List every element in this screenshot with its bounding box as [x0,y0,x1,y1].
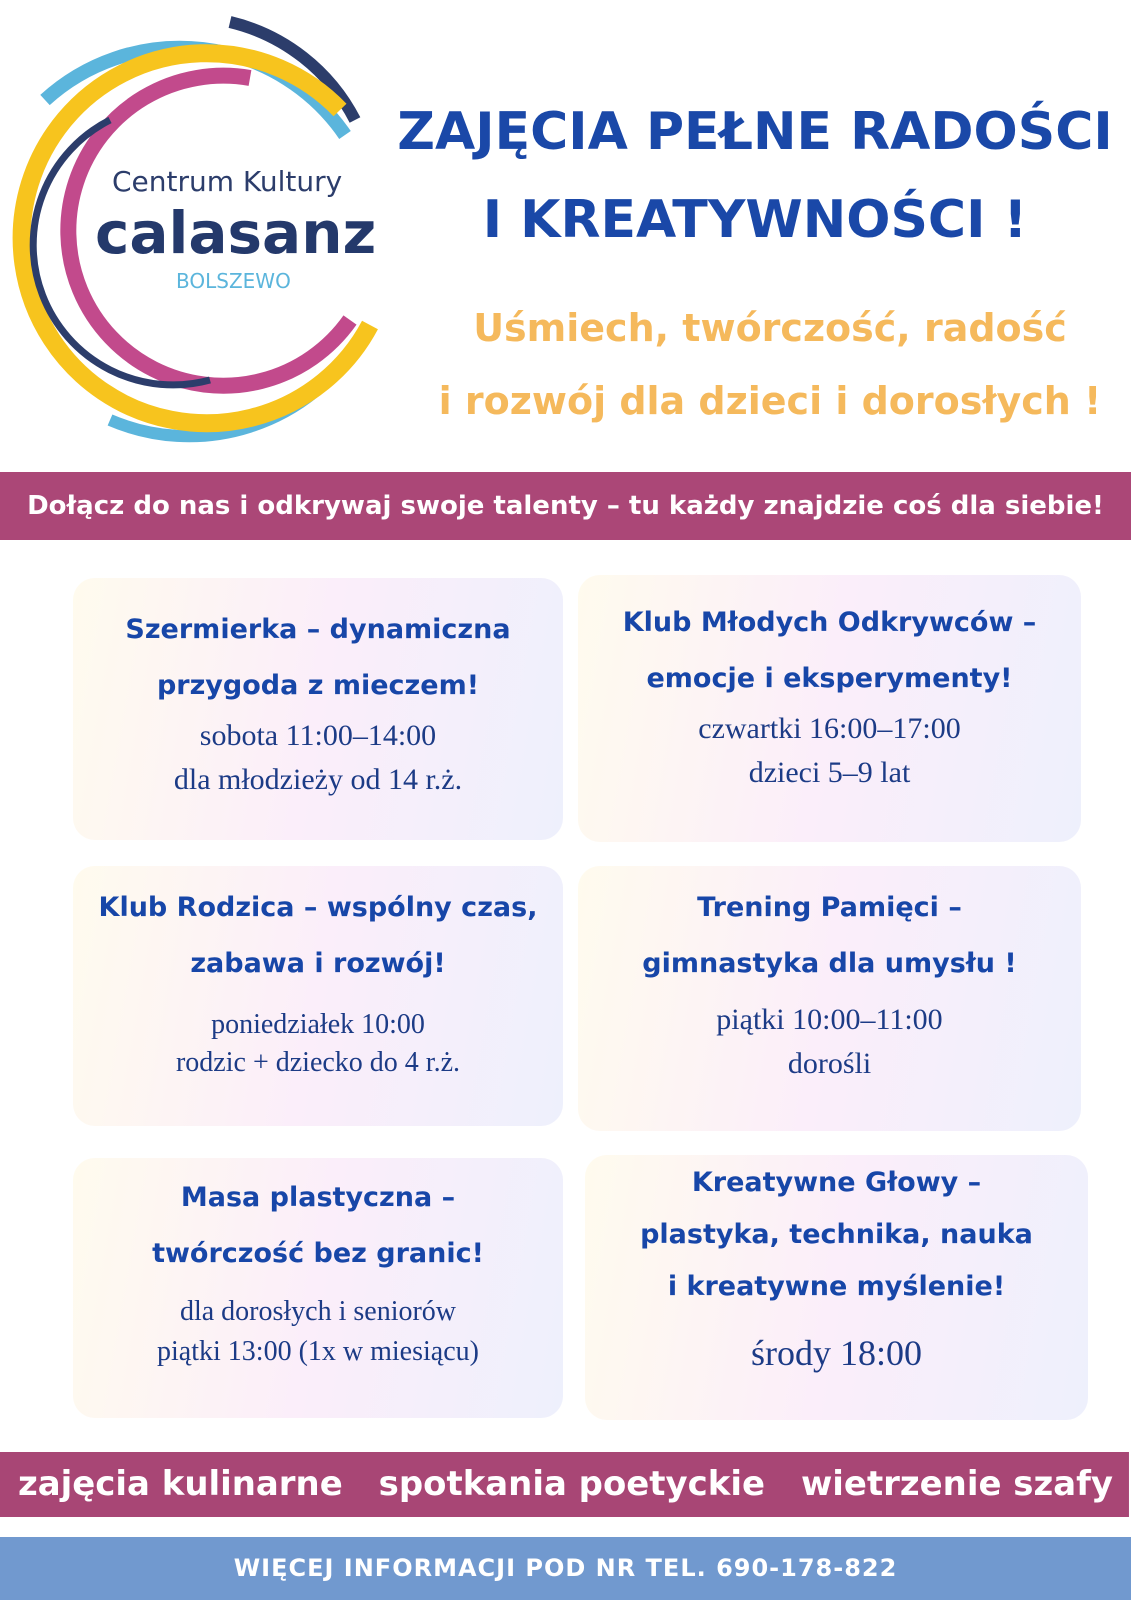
card-detail: dla młodzieży od 14 r.ż. [173,763,463,796]
extra-item: zajęcia kulinarne [17,1464,343,1504]
extra-item: spotkania poetyckie [378,1464,766,1504]
card-modeling-clay: Masa plastyczna – twórczość bez granic! … [73,1158,563,1418]
card-title: plastyka, technika, nauka [640,1219,1033,1250]
extra-item: wietrzenie szafy [800,1464,1114,1504]
card-young-explorers: Klub Młodych Odkrywców – emocje i eksper… [578,575,1081,842]
logo-line2: calasanz [95,199,377,267]
card-title: emocje i eksperymenty! [646,663,1013,694]
card-title: Klub Młodych Odkrywców – [622,607,1037,638]
logo-arcs-icon [12,16,378,443]
logo-line1: Centrum Kultury [112,165,343,198]
card-detail: piątki 10:00–11:00 [716,1003,943,1036]
card-detail: środy 18:00 [751,1333,922,1373]
card-detail: dzieci 5–9 lat [748,756,911,789]
logo: Centrum Kultury calasanz BOLSZEWO [0,0,400,450]
join-banner: Dołącz do nas i odkrywaj swoje talenty –… [0,472,1131,540]
card-detail: piątki 13:00 (1x w miesiącu) [157,1336,479,1367]
title-line2: I KREATYWNOŚCI ! [482,190,1028,250]
card-title: Klub Rodzica – wspólny czas, [98,892,538,923]
card-detail: rodzic + dziecko do 4 r.ż. [175,1047,461,1078]
card-title: zabawa i rozwój! [190,948,446,979]
card-title: przygoda z mieczem! [156,670,480,701]
card-title: twórczość bez granic! [152,1238,484,1269]
contact-footer: WIĘCEJ INFORMACJI POD NR TEL. 690-178-82… [0,1537,1131,1600]
title-line1: ZAJĘCIA PEŁNE RADOŚCI [397,102,1113,162]
logo-line3: BOLSZEWO [176,269,291,293]
subtitle-line2: i rozwój dla dzieci i dorosłych ! [438,379,1102,423]
card-detail: czwartki 16:00–17:00 [698,712,961,745]
card-detail: dla dorosłych i seniorów [179,1296,457,1327]
card-memory-training: Trening Pamięci – gimnastyka dla umysłu … [578,866,1081,1131]
card-detail: sobota 11:00–14:00 [199,719,437,752]
card-fencing: Szermierka – dynamiczna przygoda z miecz… [73,578,563,840]
card-detail: dorośli [787,1047,872,1080]
card-title: i kreatywne myślenie! [667,1271,1006,1302]
card-title: gimnastyka dla umysłu ! [642,948,1017,979]
card-detail: poniedziałek 10:00 [211,1009,425,1040]
card-parents-club: Klub Rodzica – wspólny czas, zabawa i ro… [73,866,563,1126]
card-title: Trening Pamięci – [697,892,962,923]
card-title: Masa plastyczna – [180,1182,456,1213]
card-creative-heads: Kreatywne Głowy – plastyka, technika, na… [585,1155,1088,1420]
extras-banner: zajęcia kulinarne spotkania poetyckie wiet… [0,1452,1129,1517]
card-title: Szermierka – dynamiczna [125,614,511,645]
card-title: Kreatywne Głowy – [691,1167,982,1198]
subtitle-line1: Uśmiech, twórczość, radość [473,306,1067,350]
